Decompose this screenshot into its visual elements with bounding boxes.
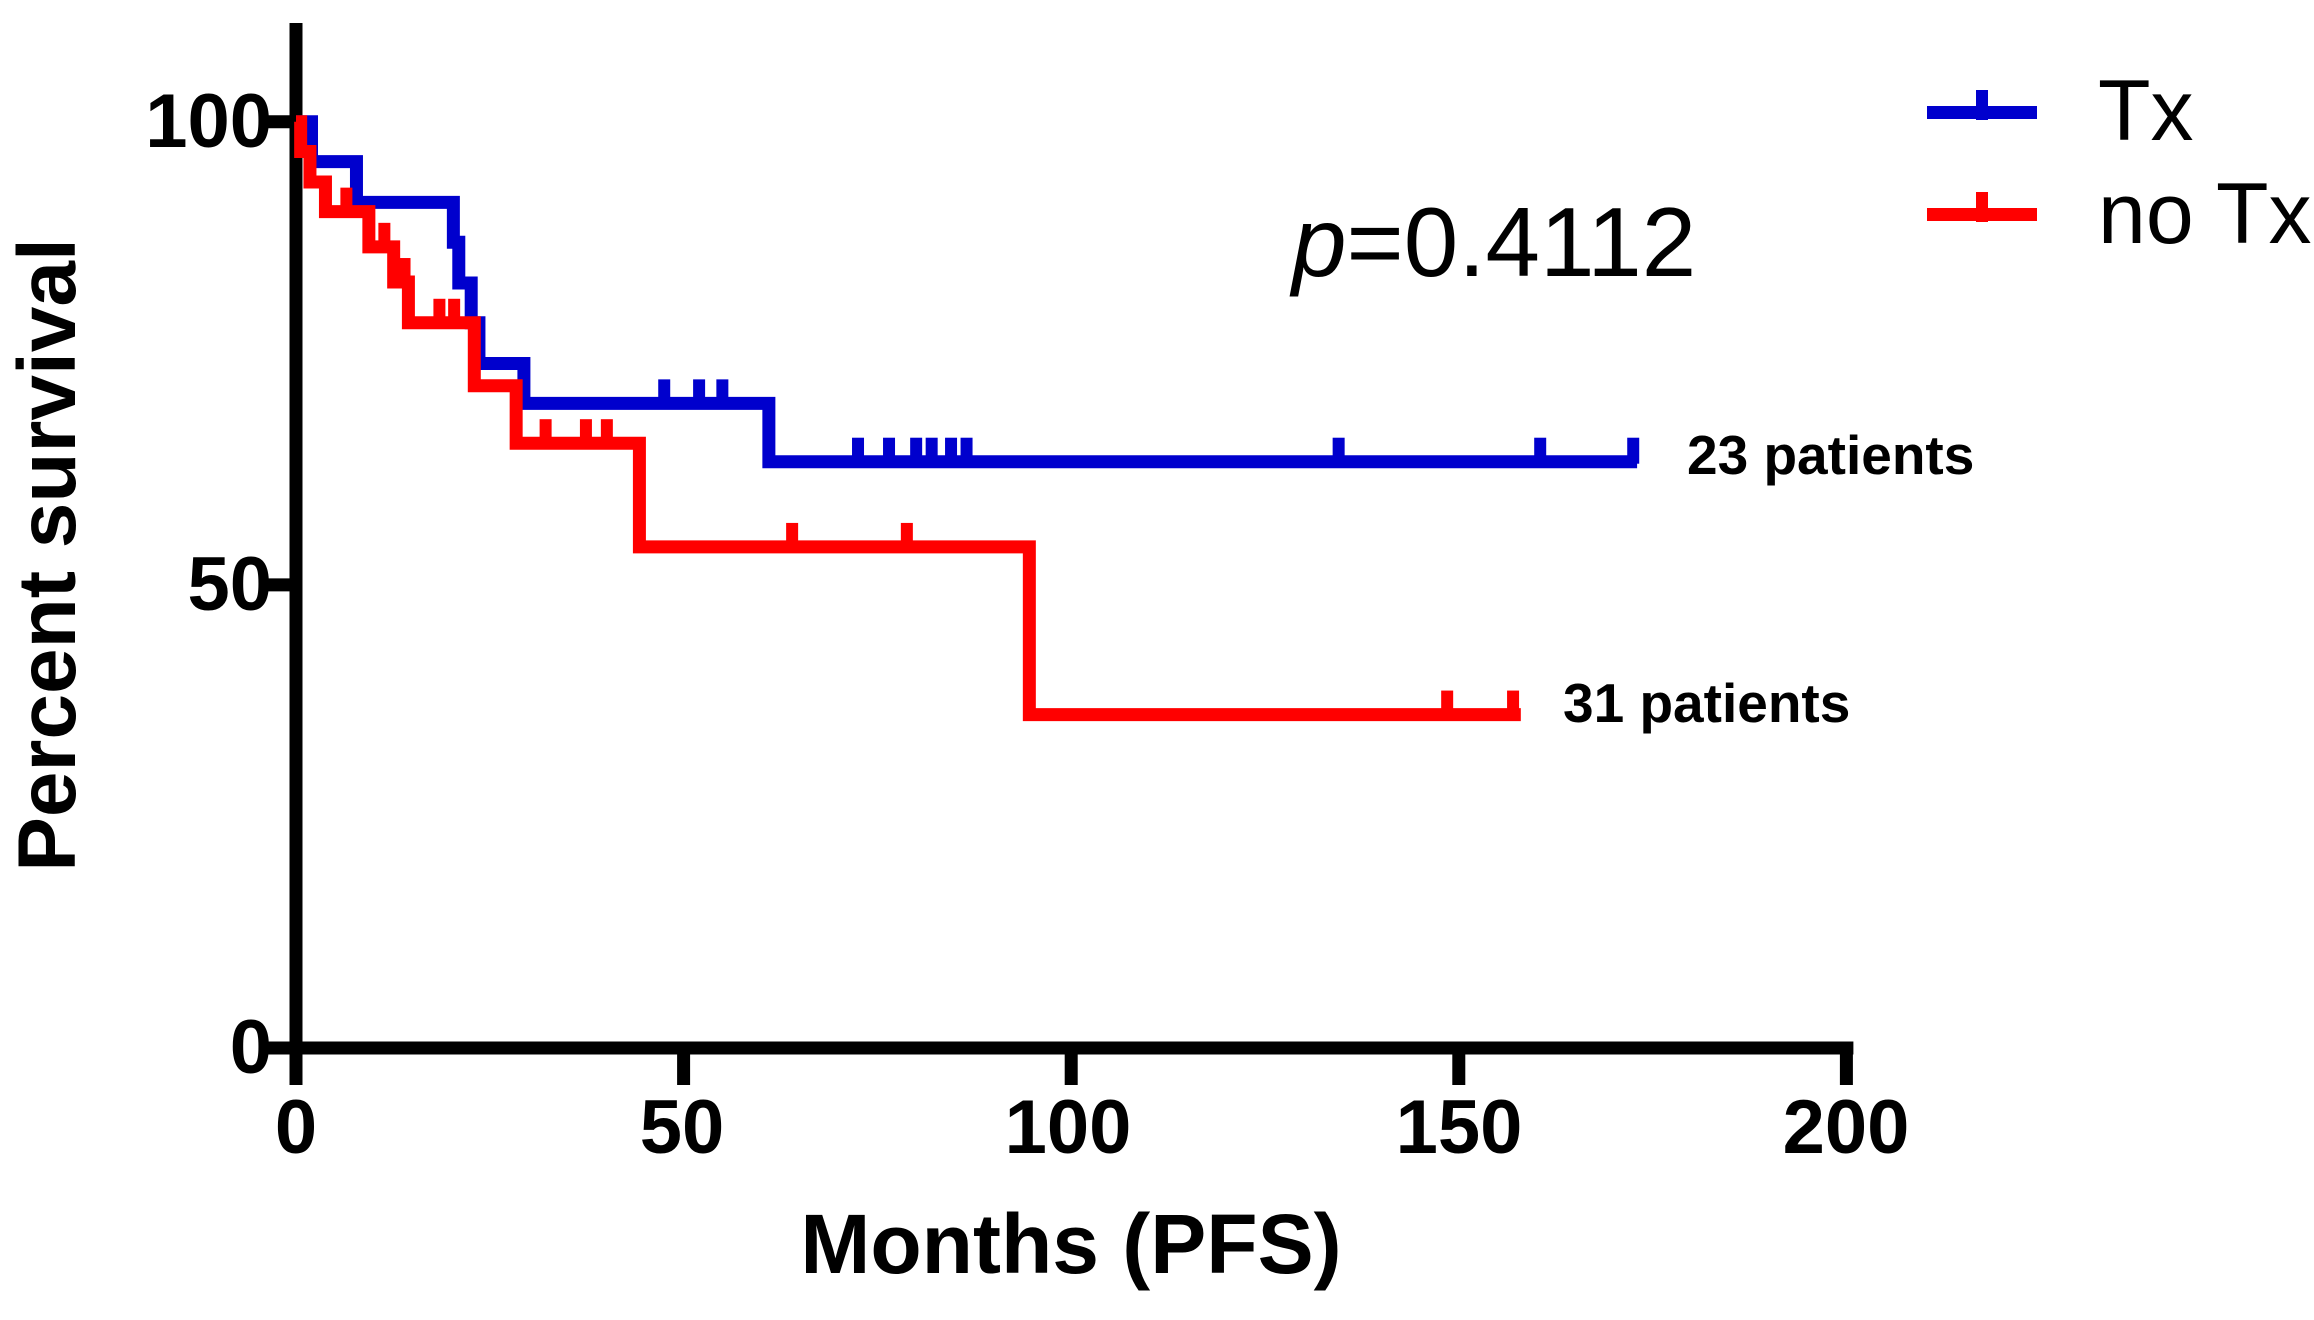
no-tx-censor-tick — [786, 522, 799, 549]
x-tick-label-100: 100 — [1004, 1085, 1132, 1170]
no-tx-censor-tick — [448, 298, 461, 325]
tx-survival-curve — [296, 115, 1638, 469]
legend-label-no-tx: no Tx — [2098, 166, 2312, 262]
no-tx-censor-tick — [378, 222, 391, 249]
no-tx-count-label: 31 patients — [1563, 672, 1851, 734]
no-tx-censor-tick — [579, 419, 592, 446]
tx-censor-tick — [716, 379, 729, 406]
no-tx-censor-tick — [600, 419, 613, 446]
no-tx-censor-tick — [340, 187, 353, 214]
y-tick-label-0: 0 — [229, 1005, 272, 1090]
tx-censor-tick — [945, 437, 958, 464]
x-tick-label-0: 0 — [274, 1085, 318, 1170]
no-tx-censor-tick — [433, 298, 446, 325]
legend-censor-tick-no-tx-icon — [1976, 192, 1988, 222]
tx-censor-tick — [852, 437, 865, 464]
y-tick-label-100: 100 — [145, 79, 272, 164]
x-tick-label-200: 200 — [1782, 1085, 1910, 1170]
x-tick-label-50: 50 — [639, 1085, 725, 1170]
tx-censor-tick — [693, 379, 706, 406]
tx-censor-tick — [1627, 437, 1640, 464]
no-tx-censor-tick — [398, 258, 411, 285]
tx-censor-tick — [925, 437, 938, 464]
no-tx-censor-tick — [539, 419, 552, 446]
p-value-symbol: p — [1292, 187, 1347, 297]
x-tick-label-150: 150 — [1395, 1085, 1523, 1170]
legend-censor-tick-tx-icon — [1976, 90, 1988, 120]
x-axis-title: Months (PFS) — [800, 1197, 1342, 1291]
tx-censor-tick — [883, 437, 896, 464]
tx-censor-tick — [960, 437, 973, 464]
legend-label-tx: Tx — [2098, 63, 2194, 159]
no-tx-censor-tick — [1507, 690, 1520, 717]
no-tx-censor-tick — [1441, 690, 1454, 717]
tx-censor-tick — [1332, 437, 1345, 464]
p-value-annotation: p=0.4112 — [1292, 189, 1696, 295]
no-tx-censor-tick — [900, 522, 913, 549]
tx-censor-tick — [1534, 437, 1547, 464]
tx-censor-tick — [658, 379, 671, 406]
y-tick-label-50: 50 — [187, 542, 272, 627]
tx-censor-tick — [910, 437, 923, 464]
tx-count-label: 23 patients — [1687, 424, 1975, 486]
p-value-number: =0.4112 — [1346, 187, 1697, 297]
